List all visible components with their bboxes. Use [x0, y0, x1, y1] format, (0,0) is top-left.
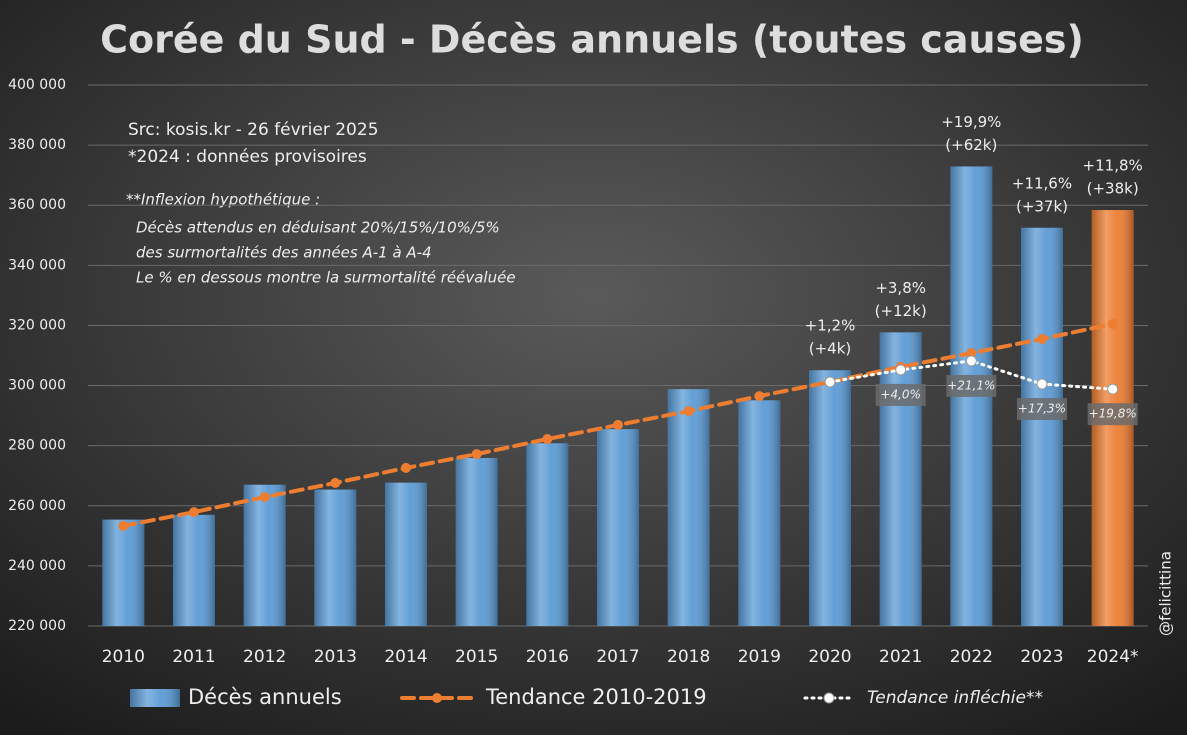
inflection-label-box: [946, 374, 997, 397]
trend-point: [683, 406, 694, 417]
note: *2024 : données provisoires: [128, 147, 367, 167]
x-tick-label: 2017: [596, 647, 639, 667]
legend-marker: [432, 693, 442, 703]
x-tick-label: 2010: [102, 647, 145, 667]
x-tick-label: 2021: [879, 647, 922, 667]
bar-shine: [1021, 227, 1063, 626]
note: Src: kosis.kr - 26 février 2025: [128, 120, 379, 140]
legend-marker: [823, 692, 835, 704]
legend-label: Décès annuels: [188, 685, 342, 709]
chart-title: Corée du Sud - Décès annuels (toutes cau…: [100, 18, 1084, 62]
bar-shine: [314, 489, 357, 626]
trend-point: [542, 434, 553, 445]
x-tick-label: 2016: [526, 647, 569, 667]
y-tick-label: 240 000: [8, 558, 66, 574]
inflection-label: +21,1%: [947, 378, 995, 392]
y-tick-label: 260 000: [8, 498, 66, 514]
bar-shine: [597, 429, 639, 626]
bar-shine: [243, 484, 286, 626]
trend-point: [471, 449, 482, 460]
trend-point: [1037, 333, 1047, 344]
inflection-label-box: [875, 383, 926, 406]
y-tick-label: 300 000: [8, 378, 66, 394]
trend-point: [966, 348, 977, 359]
bar-shine: [809, 370, 851, 626]
y-tick-label: 220 000: [8, 618, 66, 634]
inflection-note: **Inflexion hypothétique :: [126, 191, 320, 209]
y-tick-label: 360 000: [8, 197, 66, 213]
trend-point: [330, 477, 341, 488]
x-tick-label: 2011: [172, 647, 215, 667]
trend-point: [118, 520, 129, 531]
y-tick-label: 400 000: [8, 77, 66, 93]
trend-point: [965, 355, 977, 367]
trend-point: [1107, 383, 1119, 395]
legend-swatch-shine: [130, 689, 180, 707]
x-tick-label: 2023: [1020, 647, 1063, 667]
trend-point: [259, 492, 270, 503]
x-tick-label: 2022: [950, 647, 993, 667]
bar-shine: [879, 332, 922, 626]
bar-label: (+62k): [945, 136, 997, 154]
inflection-label: +19,8%: [1089, 407, 1137, 421]
trend-point: [754, 391, 765, 402]
x-tick-label: 2019: [738, 647, 781, 667]
trend-point: [895, 364, 907, 376]
bar-label: +1,2%: [805, 317, 856, 335]
x-tick-label: 2018: [667, 647, 710, 667]
x-tick-label: 2013: [314, 647, 357, 667]
x-tick-label: 2020: [808, 647, 851, 667]
y-tick-label: 320 000: [8, 317, 66, 333]
inflection-note: Décès attendus en déduisant 20%/15%/10%/…: [136, 219, 500, 237]
x-tick-label: 2024*: [1087, 647, 1139, 667]
bar-label: +11,6%: [1012, 174, 1072, 192]
bar-label: +19,9%: [941, 113, 1001, 131]
x-tick-label: 2014: [384, 647, 427, 667]
y-tick-label: 280 000: [8, 438, 66, 454]
inflection-label: +4,0%: [880, 387, 921, 401]
bar-label: (+4k): [809, 340, 852, 358]
legend-label: Tendance 2010-2019: [485, 685, 707, 709]
bar-label: +11,8%: [1083, 157, 1143, 175]
y-tick-label: 380 000: [8, 137, 66, 153]
bar-shine: [455, 457, 498, 626]
trend-point: [401, 462, 411, 473]
trend-point: [189, 507, 199, 518]
legend-label: Tendance infléchie**: [867, 688, 1043, 708]
bar-label: (+38k): [1087, 180, 1139, 198]
trend-point: [824, 376, 836, 388]
inflection-note: des surmortalités des années A-1 à A-4: [136, 244, 432, 262]
bar-shine: [102, 519, 145, 626]
trend-point: [613, 419, 623, 430]
inflection-note: Le % en dessous montre la surmortalité r…: [136, 269, 516, 287]
credit: @felicittina: [1157, 551, 1175, 636]
trend-point: [1036, 378, 1048, 390]
inflection-label-box: [1087, 403, 1138, 426]
bar-shine: [173, 514, 215, 626]
y-tick-label: 340 000: [8, 257, 66, 273]
bar-shine: [385, 482, 427, 626]
x-tick-label: 2015: [455, 647, 498, 667]
bar-shine: [667, 389, 710, 626]
bar-label: +3,8%: [875, 279, 926, 297]
bar-shine: [738, 400, 781, 626]
bar-shine: [526, 443, 569, 626]
inflection-label: +17,3%: [1018, 402, 1066, 416]
inflection-label-box: [1017, 398, 1067, 421]
x-tick-label: 2012: [243, 647, 286, 667]
bar-label: (+37k): [1016, 197, 1068, 215]
bar-label: (+12k): [875, 302, 927, 320]
trend-point: [1107, 318, 1118, 329]
